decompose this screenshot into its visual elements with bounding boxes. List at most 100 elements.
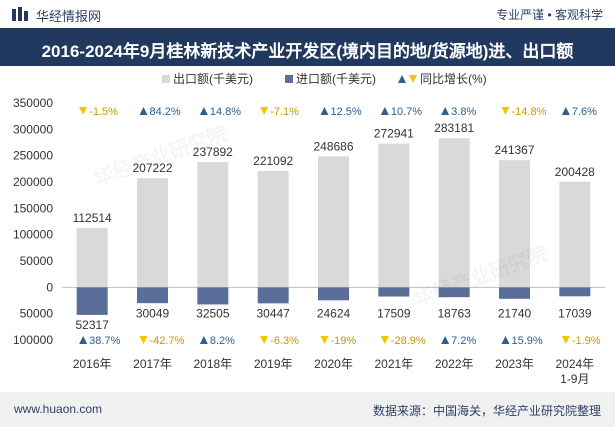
export-growth-label-up-icon: [441, 107, 450, 115]
export-value-label: 221092: [253, 154, 293, 168]
x-tick-label: 2020年: [314, 357, 353, 371]
import-growth-label-up-icon: [501, 336, 510, 344]
x-tick-label: 2022年: [435, 357, 474, 371]
legend-swatch-import: [285, 75, 293, 83]
top-bar: 华经情报网 专业严谨 • 客观科学: [0, 0, 615, 28]
import-growth-label: 15.9%: [512, 335, 543, 347]
export-growth-label-up-icon: [380, 107, 389, 115]
footer: www.huaon.com 数据来源：中国海关，华经产业研究院整理: [0, 392, 615, 427]
import-growth-label: 38.7%: [89, 335, 120, 347]
import-growth-label-down-icon: [139, 336, 148, 344]
export-growth-label: 14.8%: [210, 106, 241, 118]
import-value-label: 18763: [437, 307, 471, 321]
export-value-label: 200428: [555, 165, 595, 179]
y-tick-label: 200000: [13, 175, 53, 189]
export-growth-label-up-icon: [199, 107, 208, 115]
import-growth-label: -42.7%: [150, 335, 185, 347]
import-growth-label-down-icon: [320, 336, 329, 344]
x-tick-label: 2021年: [374, 357, 413, 371]
import-bar: [559, 287, 591, 297]
export-growth-label: -14.8%: [512, 106, 547, 118]
legend-up-triangle-icon: [398, 75, 406, 83]
brand-name: 华经情报网: [36, 9, 102, 24]
export-value-label: 248686: [313, 139, 353, 153]
export-bar: [76, 228, 108, 288]
export-value-label: 283181: [434, 121, 474, 135]
export-growth-label: 10.7%: [391, 106, 422, 118]
legend-label-export: 出口额(千美元): [173, 72, 253, 86]
export-value-label: 112514: [73, 211, 112, 225]
import-bar: [137, 287, 168, 304]
import-growth-label: -6.3%: [270, 335, 299, 347]
export-bar: [137, 178, 168, 288]
import-value-label: 30447: [256, 307, 290, 321]
y-tick-label: 250000: [13, 149, 53, 163]
export-bar: [559, 181, 591, 288]
import-value-label: 17509: [377, 307, 411, 321]
export-growth-label: 84.2%: [150, 106, 181, 118]
export-value-label: 241367: [494, 143, 534, 157]
site-url: www.huaon.com: [14, 402, 103, 416]
import-value-label: 24624: [317, 307, 351, 321]
import-growth-label: 8.2%: [210, 335, 235, 347]
y-tick-label: 300000: [13, 122, 53, 136]
import-value-label: 52317: [75, 318, 109, 332]
brand-logo-icon: [12, 7, 28, 21]
import-bar: [499, 287, 530, 299]
export-bar: [438, 138, 470, 288]
import-growth-label-down-icon: [380, 336, 389, 344]
export-bar: [378, 143, 410, 288]
legend-swatch-export: [162, 75, 170, 83]
y-tick-label: 100000: [13, 228, 53, 242]
export-growth-label: 12.5%: [331, 106, 362, 118]
export-value-label: 207222: [132, 161, 172, 175]
chart-title: 2016-2024年9月桂林新技术产业开发区(境内目的地/货源地)进、出口额: [41, 42, 574, 61]
export-growth-label: -1.5%: [89, 106, 118, 118]
chart: 出口额(千美元) 进口额(千美元) 同比增长(%) 350000 300000 25000…: [13, 72, 605, 386]
import-growth-label-up-icon: [441, 336, 450, 344]
export-growth-label: 7.6%: [572, 106, 597, 118]
y-tick-label: 150000: [13, 201, 53, 215]
y-tick-label: 350000: [13, 96, 53, 110]
data-source: 数据来源：中国海关，华经产业研究院整理: [372, 404, 601, 418]
import-growth-label: 7.2%: [451, 335, 476, 347]
import-value-label: 21740: [498, 307, 532, 321]
export-bar: [197, 162, 229, 288]
import-bar: [438, 287, 470, 298]
import-value-label: 30049: [136, 307, 170, 321]
import-growth-label: -1.9%: [572, 335, 601, 347]
export-growth-label-up-icon: [561, 107, 570, 115]
export-growth-label-down-icon: [260, 107, 269, 115]
import-growth-label-up-icon: [199, 336, 208, 344]
x-tick-label: 2017年: [133, 357, 172, 371]
x-tick-label: 1-9月: [560, 372, 589, 386]
import-growth-label-down-icon: [260, 336, 269, 344]
import-growth-label-down-icon: [561, 336, 570, 344]
import-value-label: 17039: [558, 307, 592, 321]
brand-tagline: 专业严谨 • 客观科学: [496, 8, 603, 22]
export-growth-label: 3.8%: [451, 106, 476, 118]
y-tick-label: 100000: [13, 333, 53, 347]
title-bar: 2016-2024年9月桂林新技术产业开发区(境内目的地/货源地)进、出口额: [0, 28, 615, 66]
import-value-label: 32505: [196, 307, 230, 321]
legend-down-triangle-icon: [409, 75, 417, 83]
y-tick-label: 50000: [20, 307, 54, 321]
x-tick-label: 2024年: [555, 357, 594, 371]
import-bar: [378, 287, 410, 297]
y-tick-label: 50000: [20, 254, 54, 268]
x-tick-label: 2019年: [254, 357, 293, 371]
export-bar: [257, 170, 289, 288]
export-bar: [499, 160, 530, 288]
export-growth-label-down-icon: [79, 107, 88, 115]
export-growth-label: -7.1%: [270, 106, 299, 118]
export-growth-label-up-icon: [139, 107, 148, 115]
export-value-label: 272941: [374, 127, 414, 141]
import-bar: [257, 287, 289, 304]
legend-label-import: 进口额(千美元): [296, 72, 376, 86]
export-value-label: 237892: [193, 145, 233, 159]
legend-label-growth: 同比增长(%): [420, 72, 487, 86]
import-bar: [318, 287, 349, 301]
x-tick-label: 2018年: [193, 357, 232, 371]
import-growth-label: -19%: [331, 335, 357, 347]
import-bar: [76, 287, 108, 315]
